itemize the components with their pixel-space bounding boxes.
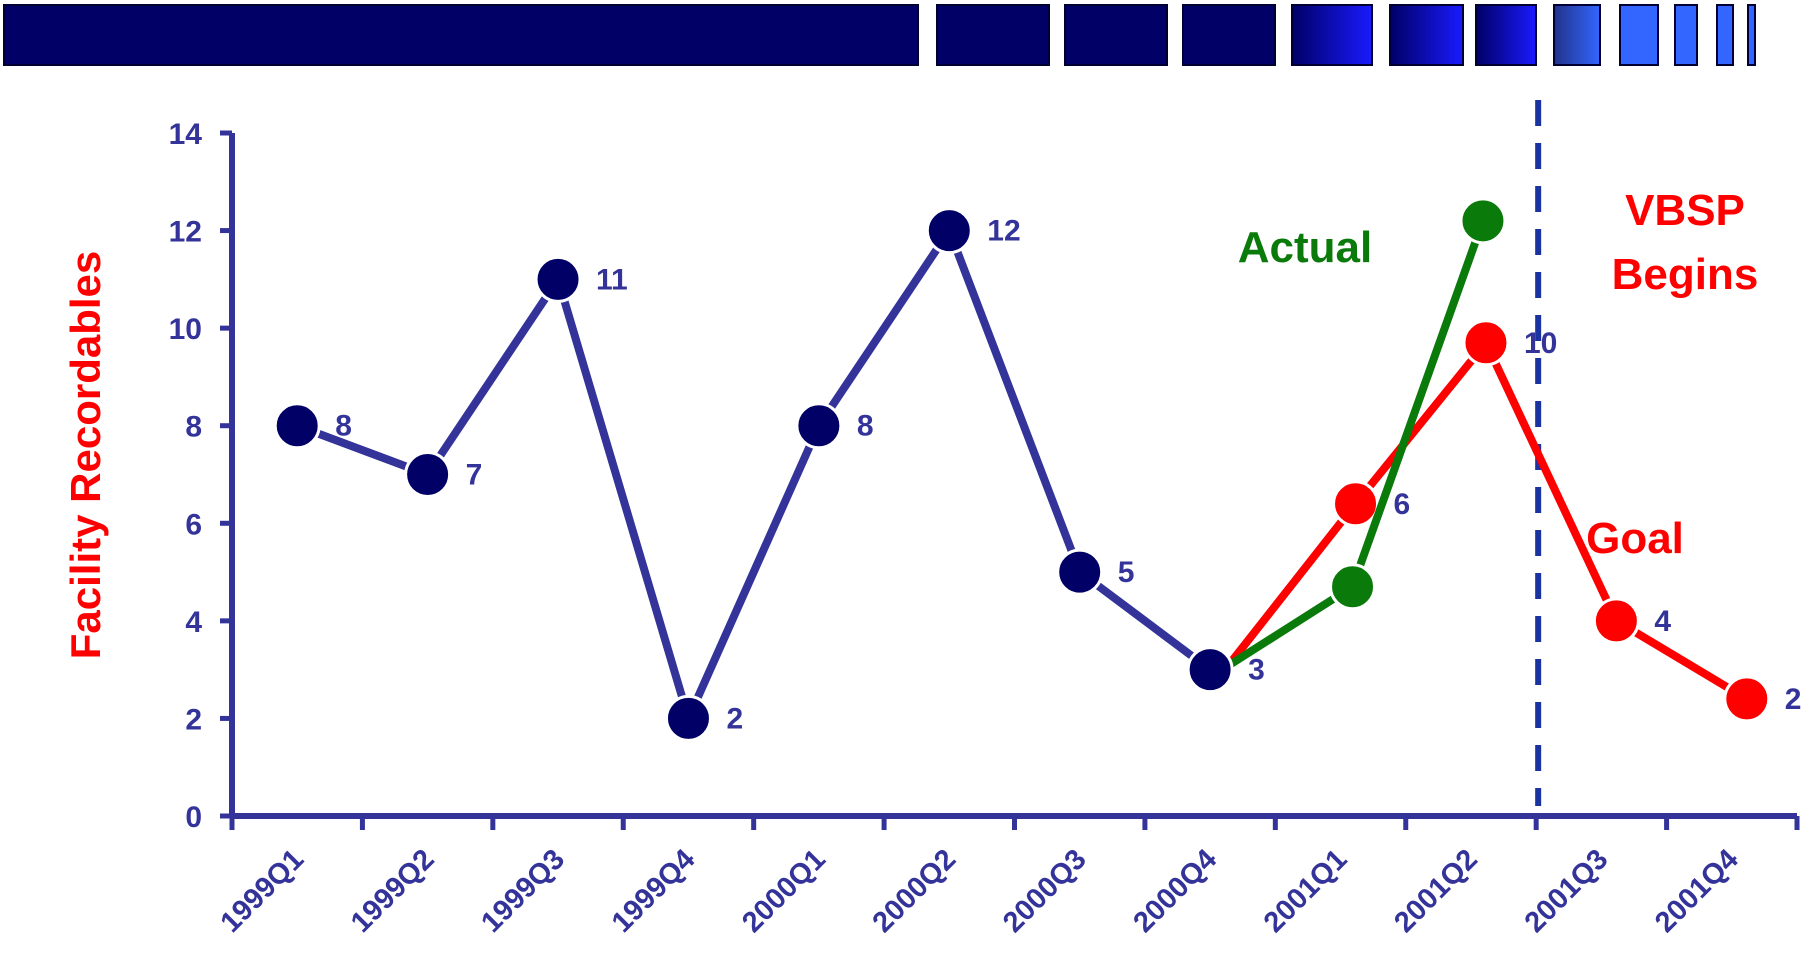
goal-data-label: 10 <box>1524 327 1557 360</box>
x-tick-label: 2001Q4 <box>1649 843 1745 939</box>
historical-data-label: 3 <box>1248 654 1265 687</box>
historical-point <box>404 451 452 498</box>
annotations: Actual VBSP Begins Goal <box>1238 186 1759 563</box>
banner-block <box>1182 4 1276 66</box>
actual-series <box>1218 197 1507 674</box>
banner-block <box>1716 4 1734 66</box>
banner-block <box>1291 4 1373 66</box>
goal-annotation: Goal <box>1586 514 1684 563</box>
x-tick-label: 2000Q2 <box>867 843 963 939</box>
actual-point <box>1459 197 1507 245</box>
actual-annotation: Actual <box>1238 223 1372 272</box>
x-tick-label: 1999Q4 <box>606 843 702 939</box>
vbsp-annotation-line2: Begins <box>1612 250 1759 299</box>
historical-data-label: 11 <box>596 263 628 296</box>
historical-point <box>273 402 321 450</box>
x-tick-label: 2001Q1 <box>1258 843 1354 939</box>
x-tick-label: 2000Q1 <box>736 843 832 939</box>
goal-data-label: 6 <box>1394 488 1411 521</box>
actual-point <box>1329 563 1377 611</box>
historical-data-label: 2 <box>726 702 743 735</box>
series-layer: 6 10 4 2 8 7 11 2 8 12 5 3 <box>273 197 1802 742</box>
x-tick-label: 1999Q1 <box>215 843 311 939</box>
historical-data-label: 8 <box>857 410 874 443</box>
y-tick-label: 4 <box>185 606 202 639</box>
banner-block <box>1475 4 1537 66</box>
historical-series: 8 7 11 2 8 12 5 3 <box>273 207 1265 742</box>
y-tick-label: 12 <box>169 216 202 249</box>
goal-data-label: 2 <box>1785 683 1802 716</box>
banner-block <box>3 4 919 66</box>
historical-data-label: 7 <box>466 459 483 492</box>
goal-point <box>1332 480 1380 528</box>
historical-point <box>664 694 712 742</box>
banner-block <box>1389 4 1464 66</box>
y-tick-label: 14 <box>169 118 203 151</box>
banner-block <box>1064 4 1168 66</box>
goal-point <box>1462 319 1510 367</box>
historical-point <box>925 207 973 255</box>
x-tick-label: 1999Q2 <box>345 843 441 939</box>
goal-point <box>1592 597 1640 645</box>
y-tick-label: 2 <box>185 703 202 736</box>
banner-block <box>1553 4 1601 66</box>
x-tick-label: 2001Q3 <box>1519 843 1615 939</box>
banner-block <box>1619 4 1659 66</box>
goal-series: 6 10 4 2 <box>1221 319 1802 723</box>
banner-block <box>1674 4 1698 66</box>
x-tick-label: 1999Q3 <box>475 843 571 939</box>
y-tick-label: 0 <box>185 801 202 834</box>
vbsp-annotation-line1: VBSP <box>1625 186 1745 235</box>
historical-point <box>1186 646 1234 694</box>
goal-point <box>1723 675 1771 723</box>
historical-point <box>534 255 582 303</box>
historical-line <box>293 226 1215 723</box>
goal-data-label: 4 <box>1654 605 1671 638</box>
y-axis-title: Facility Recordables <box>62 251 109 660</box>
banner-block <box>936 4 1050 66</box>
historical-data-label: 5 <box>1118 556 1135 589</box>
x-tick-label: 2001Q2 <box>1388 843 1484 939</box>
banner-block <box>1747 4 1756 66</box>
y-tick-label: 10 <box>169 313 202 346</box>
historical-point <box>1056 548 1104 596</box>
header-banner <box>3 4 1756 66</box>
historical-data-label: 12 <box>987 215 1020 248</box>
y-tick-label: 8 <box>185 411 202 444</box>
historical-point <box>795 402 843 450</box>
historical-data-label: 8 <box>335 410 352 443</box>
x-tick-label: 2000Q4 <box>1127 843 1223 939</box>
y-tick-label: 6 <box>185 508 202 541</box>
x-tick-label: 2000Q3 <box>997 843 1093 939</box>
axes: 0 2 4 6 8 10 12 14 1999Q1 1999Q2 1999Q3 1999Q4 2000Q… <box>169 118 1800 939</box>
